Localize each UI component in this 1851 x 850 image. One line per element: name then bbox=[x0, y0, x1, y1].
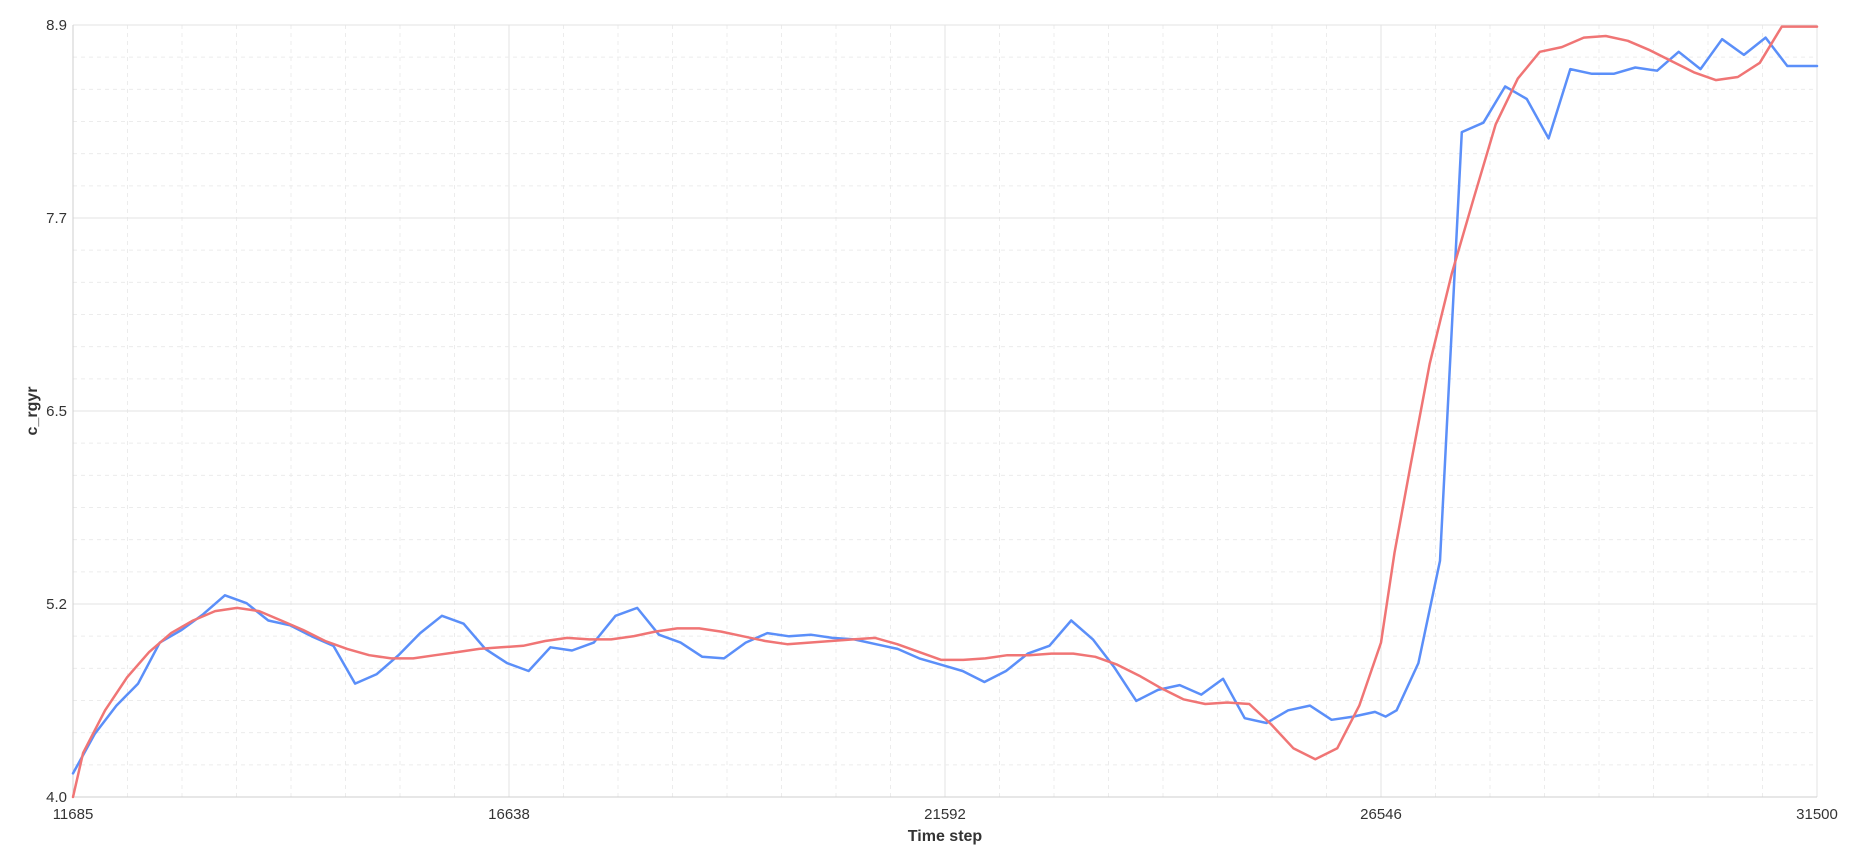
series-group bbox=[71, 25, 1819, 799]
series-line-1 bbox=[71, 36, 1819, 775]
y-tick-label: 5.2 bbox=[46, 596, 67, 613]
series-line-2 bbox=[71, 25, 1819, 799]
y-tick-label: 6.5 bbox=[46, 403, 67, 420]
x-tick-label: 21592 bbox=[924, 806, 966, 823]
y-axis-title: c_rgyr bbox=[24, 387, 41, 436]
y-tick-label: 7.7 bbox=[46, 210, 67, 227]
axes bbox=[72, 25, 1817, 798]
x-tick-label: 11685 bbox=[53, 806, 94, 823]
x-tick-label: 31500 bbox=[1796, 806, 1838, 823]
y-tick-label: 8.9 bbox=[46, 17, 67, 34]
grid bbox=[72, 24, 1818, 798]
tick-labels: 11685 16638 21592 26546 31500 4.0 5.2 6.5 7.7 8.9 bbox=[46, 17, 1838, 823]
x-tick-label: 26546 bbox=[1360, 806, 1402, 823]
x-tick-label: 16638 bbox=[488, 806, 530, 823]
y-tick-label: 4.0 bbox=[46, 789, 67, 806]
x-axis-title: Time step bbox=[908, 828, 983, 845]
